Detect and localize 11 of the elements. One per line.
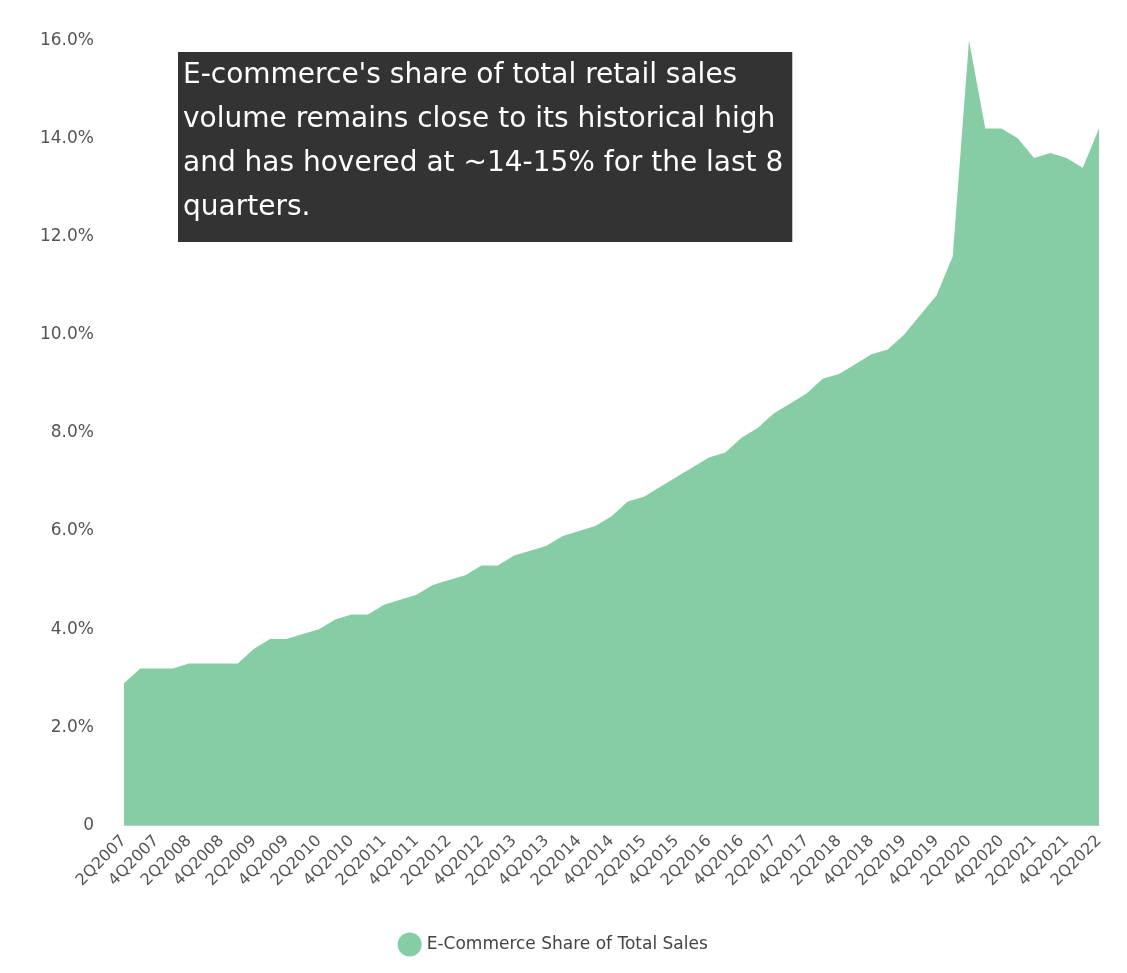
- annotation: E-commerce's share of total retail sales volume remains close to its historical high and has hovered at ~14-15% for the last 8 quarters.: [183, 57, 784, 223]
- y-tick-label: 16.0%: [39, 28, 94, 49]
- y-tick-label: 8.0%: [50, 421, 94, 442]
- y-tick-label: 12.0%: [39, 224, 94, 245]
- legend-label: E-Commerce Share of Total Sales: [426, 932, 708, 953]
- y-tick-label: 0: [83, 813, 94, 834]
- y-tick-label: 2.0%: [50, 715, 94, 736]
- y-tick-label: 14.0%: [39, 126, 94, 147]
- y-tick-label: 10.0%: [39, 323, 94, 344]
- y-tick-label: 6.0%: [50, 519, 94, 540]
- y-tick-label: 4.0%: [50, 617, 94, 638]
